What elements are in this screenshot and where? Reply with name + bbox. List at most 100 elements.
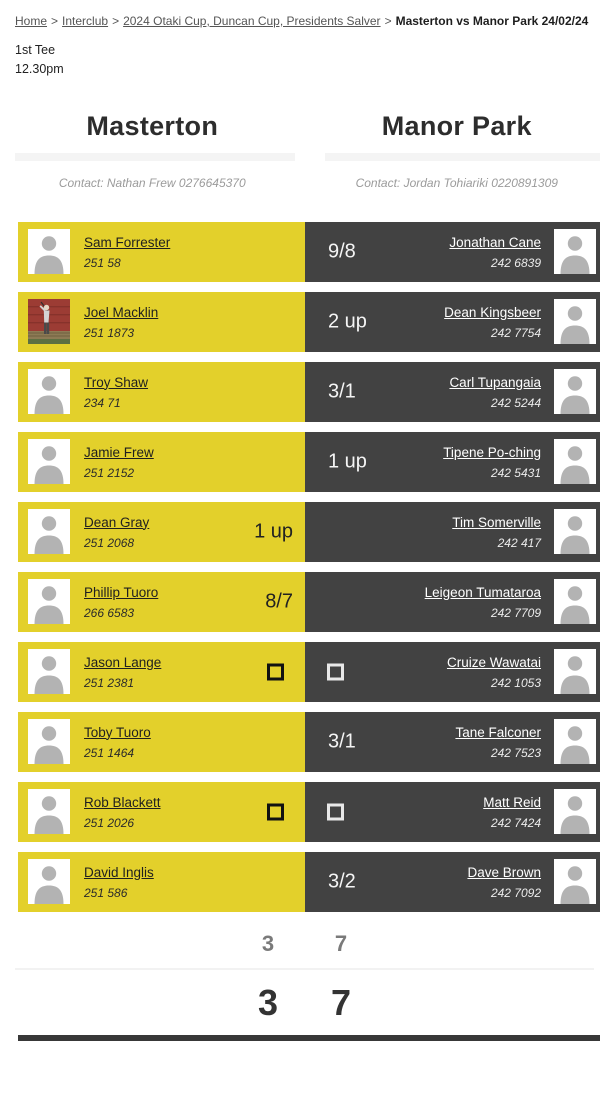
player-avatar — [554, 299, 596, 344]
home-player-info: Sam Forrester 251 58 — [84, 234, 170, 270]
home-player-panel: David Inglis 251 586 — [18, 852, 305, 912]
person-silhouette-icon — [28, 439, 70, 484]
home-player-name-link[interactable]: Phillip Tuoro — [84, 585, 158, 600]
away-player-panel: Matt Reid 242 7424 — [305, 782, 600, 842]
golfer-photo-icon — [28, 299, 70, 344]
home-player-number: 251 1464 — [84, 746, 151, 760]
breadcrumb-link-competition[interactable]: 2024 Otaki Cup, Duncan Cup, Presidents S… — [123, 14, 380, 28]
away-player-name-link[interactable]: Dean Kingsbeer — [444, 305, 541, 320]
tee-label: 1st Tee — [15, 41, 609, 60]
away-player-name-link[interactable]: Tim Somerville — [452, 515, 541, 530]
away-player-number: 242 7424 — [483, 816, 541, 830]
away-player-info: Tane Falconer 242 7523 — [455, 724, 541, 760]
away-score: 3/1 — [328, 730, 356, 753]
home-player-name-link[interactable]: David Inglis — [84, 865, 154, 880]
away-player-name-link[interactable]: Dave Brown — [467, 865, 541, 880]
player-avatar — [28, 509, 70, 554]
away-player-info: Leigeon Tumataroa 242 7709 — [425, 584, 541, 620]
home-result-checkbox[interactable] — [267, 663, 284, 680]
home-player-name-link[interactable]: Sam Forrester — [84, 235, 170, 250]
away-player-name-link[interactable]: Cruize Wawatai — [447, 655, 541, 670]
home-player-number: 251 586 — [84, 886, 154, 900]
tee-time: 12.30pm — [15, 60, 609, 79]
match-row: Sam Forrester 251 58 9/8 Jonathan Cane 2… — [18, 222, 600, 282]
away-grand-total: 7 — [331, 982, 351, 1024]
away-player-number: 242 7754 — [444, 326, 541, 340]
home-player-info: Dean Gray 251 2068 — [84, 514, 149, 550]
away-player-name-link[interactable]: Jonathan Cane — [449, 235, 541, 250]
home-team-column: Masterton Contact: Nathan Frew 027664537… — [0, 111, 305, 190]
away-player-number: 242 6839 — [449, 256, 541, 270]
home-result-checkbox[interactable] — [267, 803, 284, 820]
away-team-divider — [325, 153, 601, 161]
away-result-checkbox[interactable] — [327, 663, 344, 680]
away-player-name-link[interactable]: Matt Reid — [483, 795, 541, 810]
breadcrumb-link-interclub[interactable]: Interclub — [62, 14, 108, 28]
person-silhouette-icon — [554, 649, 596, 694]
home-player-number: 251 2026 — [84, 816, 161, 830]
home-player-name-link[interactable]: Rob Blackett — [84, 795, 161, 810]
home-player-name-link[interactable]: Jason Lange — [84, 655, 161, 670]
match-row: Jason Lange 251 2381 Cruize Wawatai 242 … — [18, 642, 600, 702]
away-team-contact: Contact: Jordan Tohiariki 0220891309 — [305, 176, 609, 190]
person-silhouette-icon — [554, 509, 596, 554]
away-player-panel: 3/1 Carl Tupangaia 242 5244 — [305, 362, 600, 422]
teams-header: Masterton Contact: Nathan Frew 027664537… — [0, 111, 609, 190]
breadcrumb-separator: > — [112, 14, 119, 28]
home-player-number: 251 2381 — [84, 676, 161, 690]
home-score: 1 up — [254, 520, 293, 543]
home-subtotal: 3 — [262, 929, 274, 959]
player-avatar — [554, 789, 596, 834]
away-player-number: 242 5244 — [449, 396, 541, 410]
person-silhouette-icon — [28, 789, 70, 834]
home-player-name-link[interactable]: Jamie Frew — [84, 445, 154, 460]
player-avatar — [554, 369, 596, 414]
home-player-number: 266 6583 — [84, 606, 158, 620]
home-player-panel: Jason Lange 251 2381 — [18, 642, 305, 702]
match-row: Toby Tuoro 251 1464 3/1 Tane Falconer 24… — [18, 712, 600, 772]
person-silhouette-icon — [28, 229, 70, 274]
match-list: Sam Forrester 251 58 9/8 Jonathan Cane 2… — [18, 222, 600, 912]
home-player-name-link[interactable]: Troy Shaw — [84, 375, 148, 390]
home-player-name-link[interactable]: Toby Tuoro — [84, 725, 151, 740]
player-avatar — [554, 719, 596, 764]
away-player-name-link[interactable]: Tane Falconer — [455, 725, 541, 740]
away-player-panel: 3/1 Tane Falconer 242 7523 — [305, 712, 600, 772]
player-avatar — [28, 299, 70, 344]
home-player-info: David Inglis 251 586 — [84, 864, 154, 900]
away-score: 2 up — [328, 310, 367, 333]
player-avatar — [28, 719, 70, 764]
player-avatar — [28, 649, 70, 694]
away-player-info: Jonathan Cane 242 6839 — [449, 234, 541, 270]
away-player-info: Carl Tupangaia 242 5244 — [449, 374, 541, 410]
home-player-number: 251 58 — [84, 256, 170, 270]
home-player-info: Toby Tuoro 251 1464 — [84, 724, 151, 760]
home-team-name: Masterton — [0, 111, 305, 142]
home-player-panel: Joel Macklin 251 1873 — [18, 292, 305, 352]
breadcrumb-link-home[interactable]: Home — [15, 14, 47, 28]
home-player-panel: Phillip Tuoro 266 6583 8/7 — [18, 572, 305, 632]
player-avatar — [554, 579, 596, 624]
away-player-number: 242 5431 — [443, 466, 541, 480]
away-player-panel: Tim Somerville 242 417 — [305, 502, 600, 562]
person-silhouette-icon — [554, 299, 596, 344]
match-row: Troy Shaw 234 71 3/1 Carl Tupangaia 242 … — [18, 362, 600, 422]
match-row: Jamie Frew 251 2152 1 up Tipene Po-ching… — [18, 432, 600, 492]
away-player-name-link[interactable]: Leigeon Tumataroa — [425, 585, 541, 600]
player-avatar — [28, 369, 70, 414]
away-player-info: Tim Somerville 242 417 — [452, 514, 541, 550]
away-player-info: Tipene Po-ching 242 5431 — [443, 444, 541, 480]
grand-total-row: 3 7 — [0, 982, 609, 1024]
home-player-info: Jason Lange 251 2381 — [84, 654, 161, 690]
away-player-name-link[interactable]: Carl Tupangaia — [449, 375, 541, 390]
player-avatar — [28, 229, 70, 274]
home-player-panel: Toby Tuoro 251 1464 — [18, 712, 305, 772]
home-player-name-link[interactable]: Joel Macklin — [84, 305, 158, 320]
away-result-checkbox[interactable] — [327, 803, 344, 820]
person-silhouette-icon — [28, 859, 70, 904]
person-silhouette-icon — [28, 649, 70, 694]
away-player-info: Matt Reid 242 7424 — [483, 794, 541, 830]
away-player-name-link[interactable]: Tipene Po-ching — [443, 445, 541, 460]
away-player-info: Dave Brown 242 7092 — [467, 864, 541, 900]
home-player-name-link[interactable]: Dean Gray — [84, 515, 149, 530]
